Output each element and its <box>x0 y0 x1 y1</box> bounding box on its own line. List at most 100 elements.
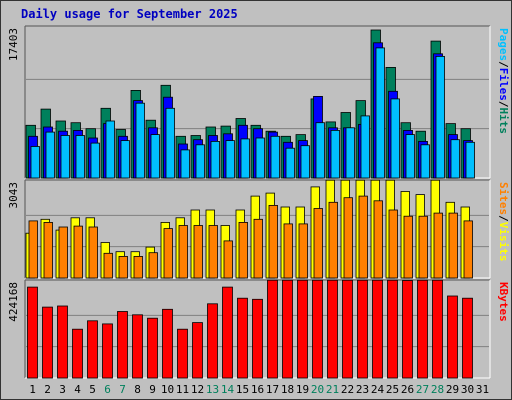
bar-pages-day-23 <box>360 115 370 179</box>
bar-kbytes-day-4 <box>72 328 83 379</box>
day-label-7: 7 <box>119 383 126 396</box>
bar-pages-day-1 <box>30 146 40 179</box>
bar-kbytes-day-27 <box>417 279 428 379</box>
bar-sites-day-9 <box>148 252 158 279</box>
bar-sites-day-12 <box>193 225 203 279</box>
bar-pages-day-5 <box>90 142 100 179</box>
day-label-4: 4 <box>74 383 81 396</box>
bar-sites-day-5 <box>88 226 98 279</box>
bar-kbytes-day-12 <box>192 322 203 379</box>
day-label-9: 9 <box>149 383 156 396</box>
bar-kbytes-day-2 <box>42 306 53 379</box>
bar-pages-day-28 <box>435 56 445 179</box>
day-label-18: 18 <box>281 383 294 396</box>
day-label-15: 15 <box>236 383 249 396</box>
bar-sites-day-24 <box>373 200 383 279</box>
side-label-kbytes: KBytes <box>497 282 510 322</box>
bar-sites-day-2 <box>43 221 53 279</box>
bar-kbytes-day-28 <box>432 279 443 379</box>
bar-sites-day-23 <box>358 195 368 279</box>
day-label-25: 25 <box>386 383 399 396</box>
bar-kbytes-day-26 <box>402 280 413 379</box>
bar-kbytes-day-18 <box>282 279 293 379</box>
side-label-group-hits-files-pages: Pages/Files/Hits <box>497 28 510 134</box>
side-label-group-visits-sites: Sites/Visits <box>497 182 510 262</box>
side-label-separator: / <box>497 101 510 108</box>
bar-pages-day-13 <box>210 140 220 179</box>
day-label-10: 10 <box>161 383 174 396</box>
side-label-separator: / <box>497 215 510 222</box>
bar-kbytes-day-1 <box>27 286 38 379</box>
day-label-14: 14 <box>221 383 235 396</box>
bar-sites-day-21 <box>328 201 338 279</box>
bar-kbytes-day-29 <box>447 295 458 379</box>
bar-pages-day-9 <box>150 134 160 179</box>
side-label-pages: Pages <box>497 28 510 61</box>
bar-kbytes-day-19 <box>297 279 308 379</box>
bar-pages-day-30 <box>465 141 475 179</box>
day-label-17: 17 <box>266 383 279 396</box>
day-label-19: 19 <box>296 383 309 396</box>
day-label-20: 20 <box>311 383 324 396</box>
ymax-label-visits-sites: 3043 <box>7 182 20 209</box>
bar-sites-day-14 <box>223 240 233 279</box>
bar-kbytes-day-6 <box>102 323 113 379</box>
day-label-16: 16 <box>251 383 264 396</box>
bar-pages-day-19 <box>300 145 310 179</box>
bar-sites-day-10 <box>163 228 173 279</box>
day-label-28: 28 <box>431 383 444 396</box>
bar-kbytes-day-22 <box>342 279 353 379</box>
day-label-3: 3 <box>59 383 66 396</box>
bar-kbytes-day-9 <box>147 317 158 379</box>
bar-kbytes-day-25 <box>387 279 398 379</box>
ymax-label-kbytes: 424168 <box>7 282 20 322</box>
day-label-21: 21 <box>326 383 339 396</box>
bar-sites-day-13 <box>208 225 218 279</box>
bar-kbytes-day-14 <box>222 286 233 379</box>
bar-kbytes-day-21 <box>327 279 338 379</box>
bar-pages-day-21 <box>330 129 340 179</box>
bar-pages-day-2 <box>45 131 55 179</box>
bar-pages-day-26 <box>405 134 415 179</box>
bar-kbytes-day-23 <box>357 279 368 379</box>
bar-sites-day-29 <box>448 212 458 279</box>
bar-sites-day-20 <box>313 208 323 279</box>
bar-kbytes-day-3 <box>57 305 68 379</box>
bar-sites-day-8 <box>133 255 143 279</box>
bar-kbytes-day-30 <box>462 297 473 379</box>
ymax-label-hits-files-pages: 17403 <box>7 28 20 61</box>
bar-sites-day-17 <box>268 204 278 279</box>
bar-sites-day-11 <box>178 225 188 279</box>
side-label-hits: Hits <box>497 108 510 135</box>
side-label-separator: / <box>497 61 510 68</box>
bar-pages-day-20 <box>315 122 325 179</box>
bar-sites-day-16 <box>253 218 263 279</box>
bar-kbytes-day-7 <box>117 311 128 379</box>
bar-pages-day-11 <box>180 149 190 179</box>
bar-kbytes-day-17 <box>267 279 278 379</box>
bar-pages-day-22 <box>345 127 355 179</box>
bar-sites-day-6 <box>103 252 113 279</box>
bar-sites-day-30 <box>463 220 473 279</box>
bar-kbytes-day-24 <box>372 279 383 379</box>
bar-pages-day-3 <box>60 135 70 179</box>
bar-kbytes-day-13 <box>207 303 218 379</box>
bar-kbytes-day-15 <box>237 297 248 379</box>
bar-sites-day-25 <box>388 209 398 279</box>
bar-pages-day-10 <box>165 107 175 179</box>
side-label-files: Files <box>497 68 510 101</box>
side-label-group-kbytes: KBytes <box>497 282 510 322</box>
chart-title: Daily usage for September 2025 <box>21 7 238 21</box>
bar-kbytes-day-11 <box>177 328 188 379</box>
day-label-26: 26 <box>401 383 414 396</box>
bar-pages-day-7 <box>120 140 130 179</box>
bar-sites-day-28 <box>433 212 443 279</box>
bar-pages-day-24 <box>375 47 385 179</box>
bar-pages-day-25 <box>390 98 400 179</box>
bar-pages-day-8 <box>135 102 145 179</box>
day-label-11: 11 <box>176 383 189 396</box>
bar-sites-day-1 <box>28 220 38 279</box>
bar-sites-day-27 <box>418 215 428 279</box>
bar-sites-day-19 <box>298 223 308 279</box>
